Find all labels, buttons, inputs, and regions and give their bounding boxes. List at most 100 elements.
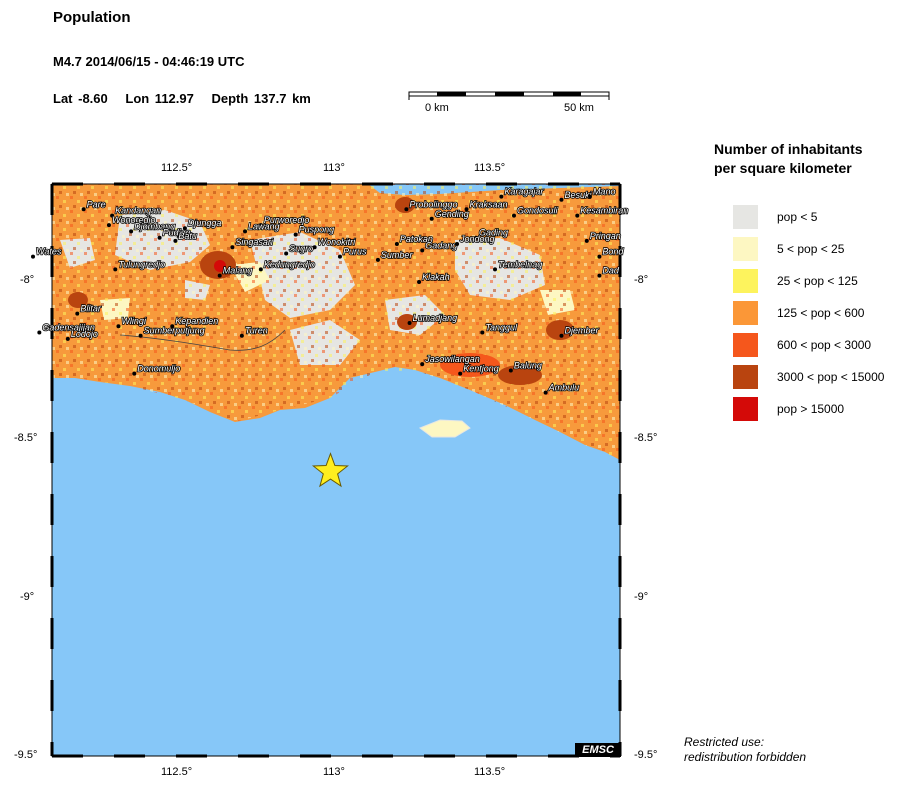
legend-item: 25 < pop < 125 [733,269,910,293]
city-marker [258,267,263,272]
legend-swatch [733,365,758,389]
city-label: Tanggul [485,323,518,333]
city-label: Sugro [289,244,313,254]
right-tick-9: -9° [634,591,649,603]
bottom-tick-113: 113° [323,766,345,778]
city-marker [404,207,409,212]
city-marker [407,321,412,326]
city-label: Wlingi [121,316,147,326]
river [119,329,286,351]
legend-item: 3000 < pop < 15000 [733,365,910,389]
city-marker [499,194,504,199]
city-label: Pudjon [163,228,191,238]
city-marker [65,336,70,341]
city-label: Tembelnag [498,259,542,269]
top-tick-113-5: 113.5° [474,162,506,174]
city-label: Mano [593,187,616,197]
city-marker [129,229,134,234]
legend-item: 125 < pop < 600 [733,301,910,325]
city-marker [284,251,289,256]
city-label: Kepandien [175,316,218,326]
city-label: Wates [36,247,62,257]
city-marker [587,194,592,199]
city-label: Patokan [400,234,433,244]
usage-note-line1: Restricted use: [684,735,765,749]
right-tick-8-5: -8.5° [634,432,658,444]
left-tick-9: -9° [20,591,35,603]
city-label: Besuki [564,190,592,200]
city-marker [458,371,463,376]
city-marker [584,238,589,243]
usage-note-line2: redistribution forbidden [684,750,807,764]
legend-swatch [733,301,758,325]
left-tick-9-5: -9.5° [14,749,38,761]
left-tick-8-5: -8.5° [14,432,38,444]
city-marker [417,279,422,284]
city-marker [464,207,469,212]
location-info: Lat -8.60 Lon 112.97 Depth 137.7 km [53,91,323,106]
city-marker [113,267,118,272]
top-tick-112-5: 112.5° [161,162,193,174]
legend-swatch [733,205,758,229]
city-label: Kandangan [115,206,161,216]
city-marker [157,235,162,240]
city-marker [110,213,115,218]
city-label: Wonokitri [318,237,357,247]
city-marker [81,207,86,212]
map-area [52,184,620,756]
legend-swatch [733,333,758,357]
city-marker [474,235,479,240]
city-label: Kentjong [463,364,499,374]
legend-label: 3000 < pop < 15000 [777,370,885,384]
city-label: Karagajar [504,187,544,197]
latitude-text: Lat -8.60 [53,91,108,106]
legend-item: 5 < pop < 25 [733,237,910,261]
legend-label: 125 < pop < 600 [777,306,865,320]
map-frame [50,182,622,758]
city-marker [75,311,80,316]
city-marker [575,213,580,218]
scale-start-label: 0 km [425,102,449,114]
city-marker [173,238,178,243]
legend-item: pop < 5 [733,205,910,229]
city-marker [138,333,143,338]
city-label: Djombang [134,221,175,231]
city-label: Kedungredjo [264,259,315,269]
right-tick-9-5: -9.5° [634,749,658,761]
legend-item: pop > 15000 [733,397,910,421]
legend-label: 600 < pop < 3000 [777,338,872,352]
bottom-tick-113-5: 113.5° [474,766,506,778]
city-label: Bond [602,247,624,257]
city-marker [420,362,425,367]
city-marker [217,273,222,278]
city-marker [31,254,36,259]
city-label: Lawang [248,221,280,231]
city-marker [293,232,298,237]
legend-label: 5 < pop < 25 [777,242,845,256]
city-label: Gadensajijan [42,323,95,333]
city-marker [394,242,399,247]
city-marker [508,368,513,373]
city-marker [230,245,235,250]
city-label: Ambulu [548,383,580,393]
bottom-tick-112-5: 112.5° [161,766,193,778]
land-texture [52,184,620,460]
city-label: Turen [245,326,268,336]
city-label: Malang [223,266,253,276]
legend-swatch [733,269,758,293]
map-title: Population [53,9,131,26]
city-label: Klakah [422,272,450,282]
city-marker [559,333,564,338]
epicenter-star-icon[interactable] [311,452,349,488]
city-marker [239,333,244,338]
city-label: Donomuljo [137,364,180,374]
left-tick-8: -8° [20,274,35,286]
city-label: Jasowilangan [424,354,480,364]
emsc-logo: EMSC [575,743,621,757]
city-marker [429,216,434,221]
island-nusa-barung [418,419,471,438]
city-label: Pringan [590,231,621,241]
city-label: Gending [435,209,469,219]
